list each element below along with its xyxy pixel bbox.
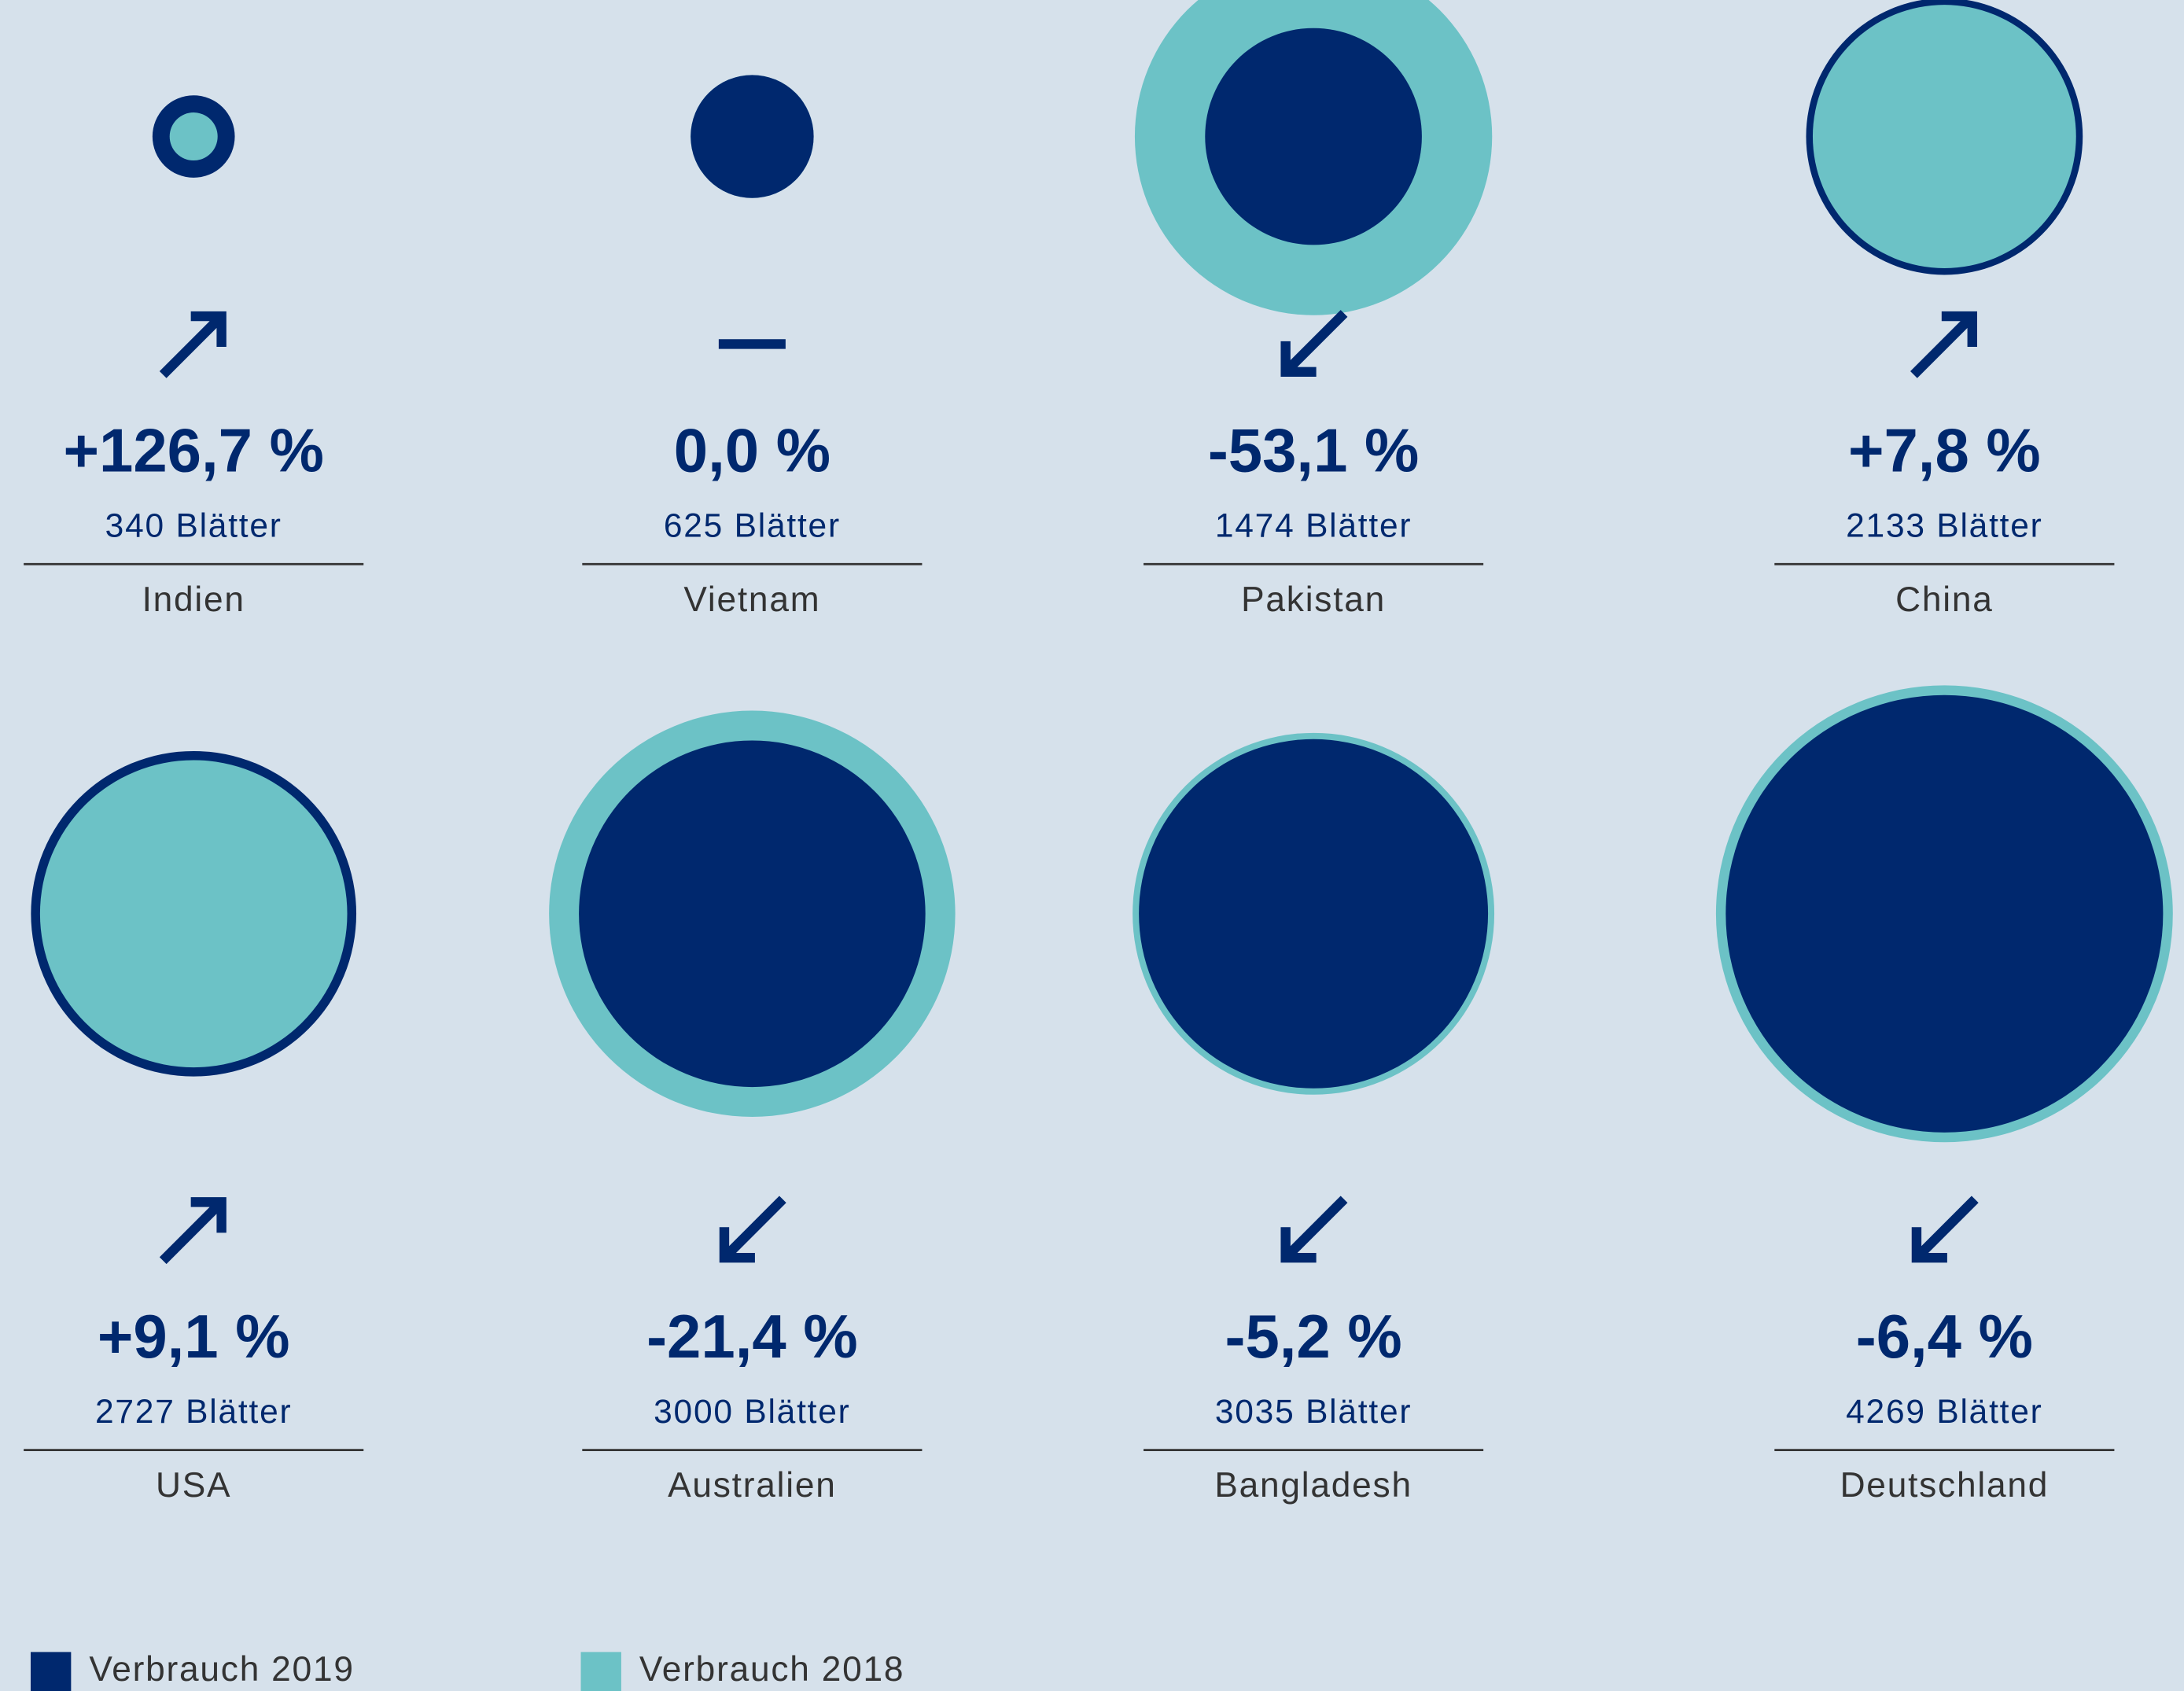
legend-label: Verbrauch 2018 — [639, 1650, 904, 1689]
bubble — [1205, 28, 1422, 245]
country-label: USA — [156, 1466, 231, 1505]
change-label: -6,4 % — [1856, 1302, 2033, 1371]
country-label: Vietnam — [683, 580, 820, 619]
country-label: Indien — [142, 580, 245, 619]
arrow-down — [1911, 1195, 1979, 1263]
bubble — [1725, 694, 2164, 1133]
bubble — [39, 760, 348, 1068]
value-label: 3000 Blätter — [654, 1394, 850, 1431]
country-label: Bangladesh — [1214, 1466, 1412, 1505]
arrow-down — [1280, 310, 1348, 378]
bubble — [691, 75, 814, 198]
arrow-up — [159, 311, 227, 378]
country-label: Deutschland — [1840, 1466, 2050, 1505]
change-label: +126,7 % — [64, 416, 324, 485]
legend-swatch — [580, 1652, 621, 1691]
value-label: 2133 Blätter — [1846, 507, 2042, 544]
country-label: China — [1895, 580, 1994, 619]
bubble — [169, 112, 218, 161]
value-label: 3035 Blätter — [1215, 1394, 1412, 1431]
legend-swatch — [30, 1652, 72, 1691]
arrow-down — [1280, 1195, 1348, 1263]
arrow-down — [719, 1195, 786, 1263]
legend-label: Verbrauch 2019 — [89, 1650, 354, 1689]
change-label: -5,2 % — [1225, 1302, 1402, 1371]
change-label: 0,0 % — [674, 416, 831, 485]
value-label: 625 Blätter — [664, 507, 841, 544]
arrow-up — [1910, 311, 1977, 378]
country-label: Pakistan — [1241, 580, 1386, 619]
value-label: 2727 Blätter — [95, 1394, 292, 1431]
arrow-up — [159, 1197, 227, 1265]
change-label: -53,1 % — [1208, 416, 1420, 485]
bubble — [1139, 739, 1489, 1089]
change-label: +7,8 % — [1848, 416, 2041, 485]
value-label: 340 Blätter — [105, 507, 282, 544]
value-label: 1474 Blätter — [1215, 507, 1412, 544]
change-label: -21,4 % — [646, 1302, 858, 1371]
value-label: 4269 Blätter — [1846, 1394, 2042, 1431]
country-label: Australien — [668, 1466, 837, 1505]
bubble — [1812, 5, 2076, 268]
bubble — [579, 740, 926, 1088]
change-label: +9,1 % — [98, 1302, 290, 1371]
